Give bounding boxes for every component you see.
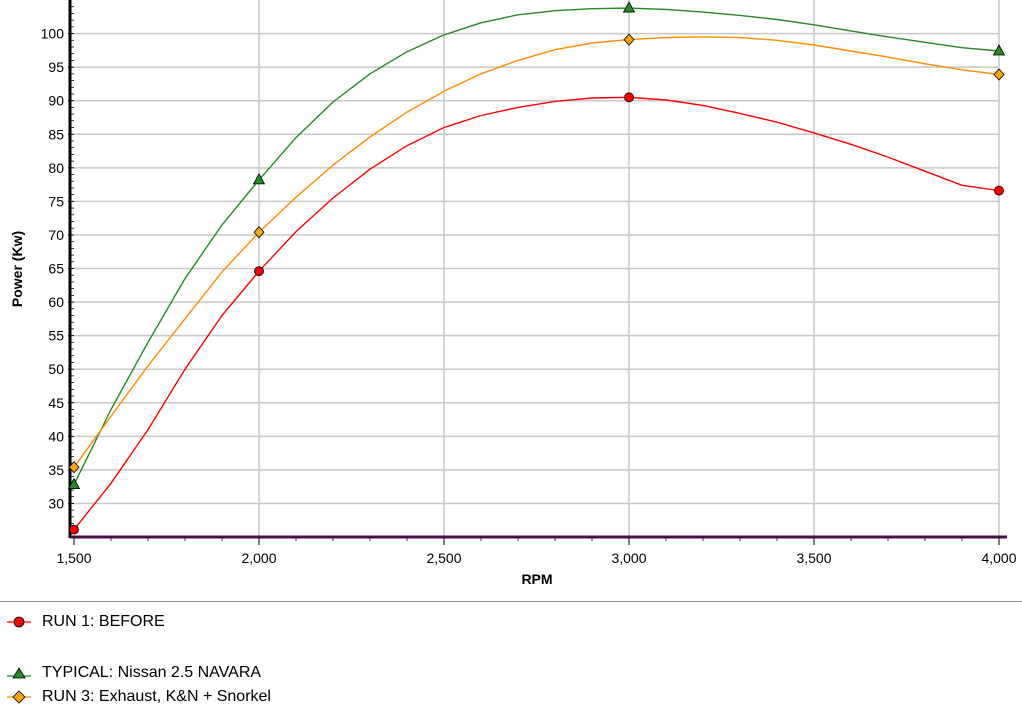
x-tick-label: 3,500 [796, 550, 831, 566]
grid [74, 0, 1000, 537]
y-tick-label: 55 [48, 328, 64, 344]
x-tick-label: 2,500 [426, 550, 461, 566]
series-line-3 [73, 36, 1000, 468]
x-axis-title: RPM [521, 571, 552, 587]
legend-item-run1: RUN 1: BEFORE [6, 612, 165, 632]
legend: RUN 1: BEFORE TYPICAL: Nissan 2.5 NAVARA… [0, 601, 1022, 708]
legend-item-run3: RUN 3: Exhaust, K&N + Snorkel [6, 687, 271, 707]
y-tick-label: 75 [48, 193, 64, 209]
data-point-circle [69, 524, 79, 535]
data-point-diamond [253, 226, 265, 239]
series-line-2 [73, 7, 1000, 485]
y-tick-label: 60 [48, 294, 64, 310]
legend-item-typical: TYPICAL: Nissan 2.5 NAVARA [6, 663, 261, 683]
data-point-triangle [622, 1, 636, 13]
y-tick-label: 45 [48, 395, 64, 411]
series-markers [67, 1, 1006, 535]
y-tick-label: 40 [48, 428, 64, 444]
axes [68, 0, 1007, 545]
series-line-1 [73, 96, 1000, 531]
data-point-diamond [623, 33, 635, 46]
x-tick-label: 3,000 [611, 550, 646, 566]
y-tick-label: 85 [48, 126, 64, 142]
data-point-triangle [992, 44, 1006, 56]
data-point-triangle [252, 173, 266, 185]
y-tick-label: 80 [48, 160, 64, 176]
x-tick-label: 2,000 [241, 550, 276, 566]
legend-label-typical: TYPICAL: Nissan 2.5 NAVARA [42, 664, 262, 681]
data-point-triangle [67, 477, 81, 490]
green-triangle-marker-icon [7, 667, 31, 679]
y-tick-label: 50 [48, 361, 64, 377]
y-tick-label: 35 [48, 462, 64, 478]
red-circle-marker-icon [7, 616, 31, 628]
legend-label-run3: RUN 3: Exhaust, K&N + Snorkel [42, 688, 271, 705]
data-point-diamond [993, 68, 1005, 81]
y-tick-label: 30 [48, 495, 64, 511]
data-point-diamond [68, 461, 80, 474]
legend-label-run1: RUN 1: BEFORE [42, 613, 165, 630]
series-lines [73, 7, 1000, 531]
y-tick-label: 95 [48, 59, 64, 75]
y-tick-label: 100 [41, 26, 65, 42]
orange-diamond-marker-icon [7, 690, 31, 704]
y-axis-title: Power (Kw) [9, 231, 25, 307]
power-chart: 30 35 40 45 50 55 60 65 70 75 80 85 90 95 100 1,500 2,00… [9, 0, 1017, 587]
x-tick-label: 1,500 [56, 550, 91, 566]
tick-labels: 30 35 40 45 50 55 60 65 70 75 80 85 90 95 100 1,500 2,00… [41, 26, 1017, 566]
data-point-circle [994, 185, 1004, 196]
x-tick-label: 4,000 [981, 550, 1016, 566]
data-point-circle [254, 266, 264, 277]
y-tick-label: 90 [48, 93, 64, 109]
y-tick-label: 70 [48, 227, 64, 243]
data-point-circle [624, 92, 634, 103]
y-tick-label: 65 [48, 261, 64, 277]
